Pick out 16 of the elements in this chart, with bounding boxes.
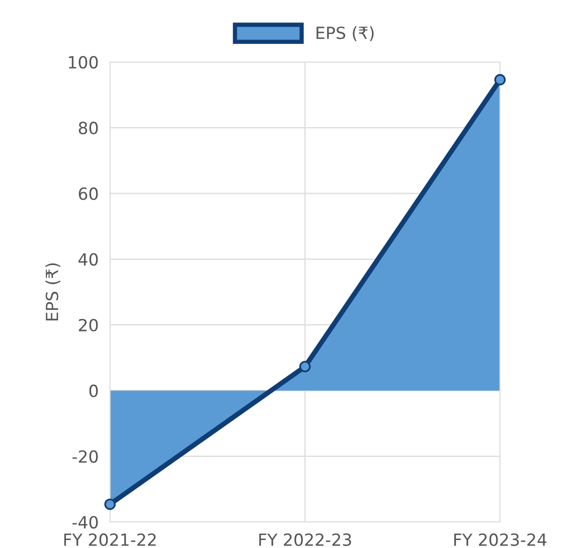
legend-label: EPS (₹) (316, 26, 374, 42)
x-tick-label: FY 2021-22 (64, 533, 156, 546)
y-tick-label: 60 (78, 187, 98, 200)
y-tick-label: 100 (68, 56, 98, 69)
point (494, 74, 506, 86)
x-tick-label: FY 2022-23 (259, 533, 352, 546)
y-tick-label: -40 (72, 516, 98, 529)
y-tick-label: 40 (78, 253, 98, 266)
y-tick-label: 0 (89, 384, 98, 398)
point (104, 498, 116, 510)
x-tick-label: FY 2023-24 (454, 533, 546, 546)
y-tick-label: 80 (78, 122, 98, 134)
point (299, 360, 311, 372)
y-axis-title: EPS (₹) (45, 263, 60, 320)
y-tick-label: 20 (78, 318, 98, 332)
y-tick-label: -20 (72, 450, 98, 463)
